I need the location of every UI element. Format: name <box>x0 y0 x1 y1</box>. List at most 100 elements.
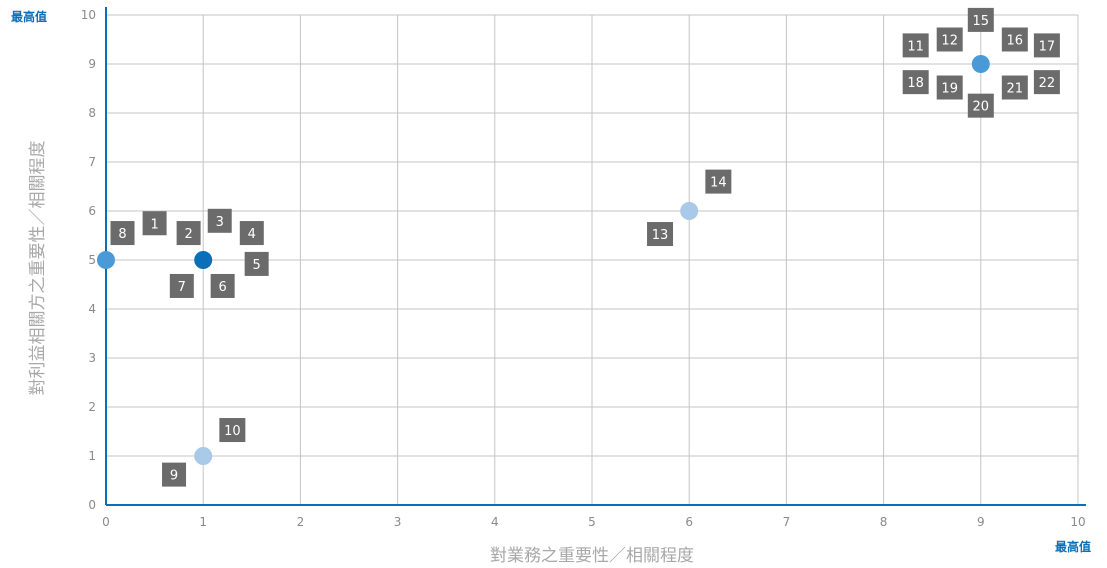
y-max-label: 最高值 <box>11 9 47 24</box>
data-point <box>680 202 699 220</box>
point-label-text: 16 <box>1007 34 1024 49</box>
point-label-box <box>162 462 187 487</box>
point-label-box <box>176 221 201 246</box>
point-label: 18 <box>902 70 929 95</box>
point-label: 15 <box>967 7 994 32</box>
x-tick-label: 9 <box>977 515 985 529</box>
point-label: 21 <box>1001 75 1028 100</box>
point-label-box <box>902 33 929 58</box>
point-label-text: 10 <box>224 424 241 439</box>
x-axis-title: 對業務之重要性／相關程度 <box>490 546 694 566</box>
point-label-box <box>1001 27 1028 52</box>
y-tick-label: 9 <box>88 57 96 71</box>
y-tick-label: 2 <box>88 400 96 414</box>
point-label-box <box>207 208 232 233</box>
point-label-text: 17 <box>1039 39 1056 54</box>
point-label-box <box>1033 70 1060 95</box>
data-point <box>194 447 213 465</box>
point-label: 20 <box>967 93 994 118</box>
point-label: 14 <box>705 169 732 194</box>
point-label: 4 <box>239 221 264 246</box>
point-label: 16 <box>1001 27 1028 52</box>
point-label: 6 <box>210 273 235 298</box>
point-label-text: 6 <box>218 280 226 295</box>
point-label-box <box>244 251 269 276</box>
point-label: 10 <box>219 418 246 443</box>
point-label-box <box>967 7 994 32</box>
point-label: 19 <box>936 75 963 100</box>
point-label-text: 20 <box>973 100 990 115</box>
point-label-text: 7 <box>178 280 186 295</box>
data-points <box>97 55 990 465</box>
point-label-box <box>902 70 929 95</box>
y-tick-label: 1 <box>88 449 96 463</box>
x-tick-label: 4 <box>491 515 499 529</box>
y-tick-label: 0 <box>88 498 96 512</box>
y-tick-label: 6 <box>88 204 96 218</box>
y-axis-title: 對利益相關方之重要性／相關程度 <box>28 141 48 396</box>
point-label-text: 8 <box>118 227 126 242</box>
point-label: 1 <box>142 211 167 236</box>
y-tick-label: 10 <box>81 8 96 22</box>
x-max-label: 最高值 <box>1055 539 1091 554</box>
data-point <box>194 251 213 269</box>
x-tick-label: 5 <box>588 515 596 529</box>
point-label: 9 <box>162 462 187 487</box>
point-label-text: 18 <box>907 76 924 91</box>
point-label: 7 <box>169 273 194 298</box>
x-tick-label: 0 <box>102 515 110 529</box>
y-tick-label: 4 <box>88 302 96 316</box>
y-tick-label: 7 <box>88 155 96 169</box>
data-point <box>971 55 990 73</box>
point-label-box <box>1033 33 1060 58</box>
point-label-box <box>647 222 674 247</box>
point-label-text: 1 <box>150 217 158 232</box>
point-label-text: 22 <box>1039 76 1056 91</box>
x-tick-label: 7 <box>783 515 791 529</box>
point-label-box <box>110 221 135 246</box>
y-tick-label: 3 <box>88 351 96 365</box>
point-label-text: 19 <box>941 82 958 97</box>
point-label-box <box>210 273 235 298</box>
point-label-text: 15 <box>973 14 990 29</box>
point-label-text: 3 <box>216 215 224 230</box>
x-tick-label: 3 <box>394 515 402 529</box>
data-point <box>97 251 115 269</box>
point-label-box <box>239 221 264 246</box>
point-label: 3 <box>207 208 232 233</box>
x-tick-label: 10 <box>1070 515 1085 529</box>
point-label-text: 13 <box>652 228 669 243</box>
point-label: 11 <box>902 33 929 58</box>
point-label-text: 11 <box>907 39 924 54</box>
point-label-box <box>936 75 963 100</box>
point-label: 22 <box>1033 70 1060 95</box>
x-tick-label: 2 <box>297 515 305 529</box>
point-label-box <box>142 211 167 236</box>
point-label: 17 <box>1033 33 1060 58</box>
point-label-box <box>169 273 194 298</box>
point-label-box <box>967 93 994 118</box>
x-tick-label: 1 <box>199 515 207 529</box>
point-label-text: 9 <box>170 469 178 484</box>
point-label: 5 <box>244 251 269 276</box>
point-label-box <box>705 169 732 194</box>
y-tick-label: 5 <box>88 253 96 267</box>
point-label: 13 <box>647 222 674 247</box>
point-label: 8 <box>110 221 135 246</box>
point-label-text: 21 <box>1007 82 1024 97</box>
point-label-text: 14 <box>710 176 727 191</box>
point-label-text: 4 <box>248 227 256 242</box>
point-label: 2 <box>176 221 201 246</box>
point-label-text: 5 <box>253 258 261 273</box>
point-label: 12 <box>936 27 963 52</box>
x-tick-label: 6 <box>685 515 693 529</box>
point-label-text: 2 <box>184 227 192 242</box>
y-tick-label: 8 <box>88 106 96 120</box>
point-label-box <box>219 418 246 443</box>
x-tick-label: 8 <box>880 515 888 529</box>
point-label-box <box>936 27 963 52</box>
point-label-box <box>1001 75 1028 100</box>
